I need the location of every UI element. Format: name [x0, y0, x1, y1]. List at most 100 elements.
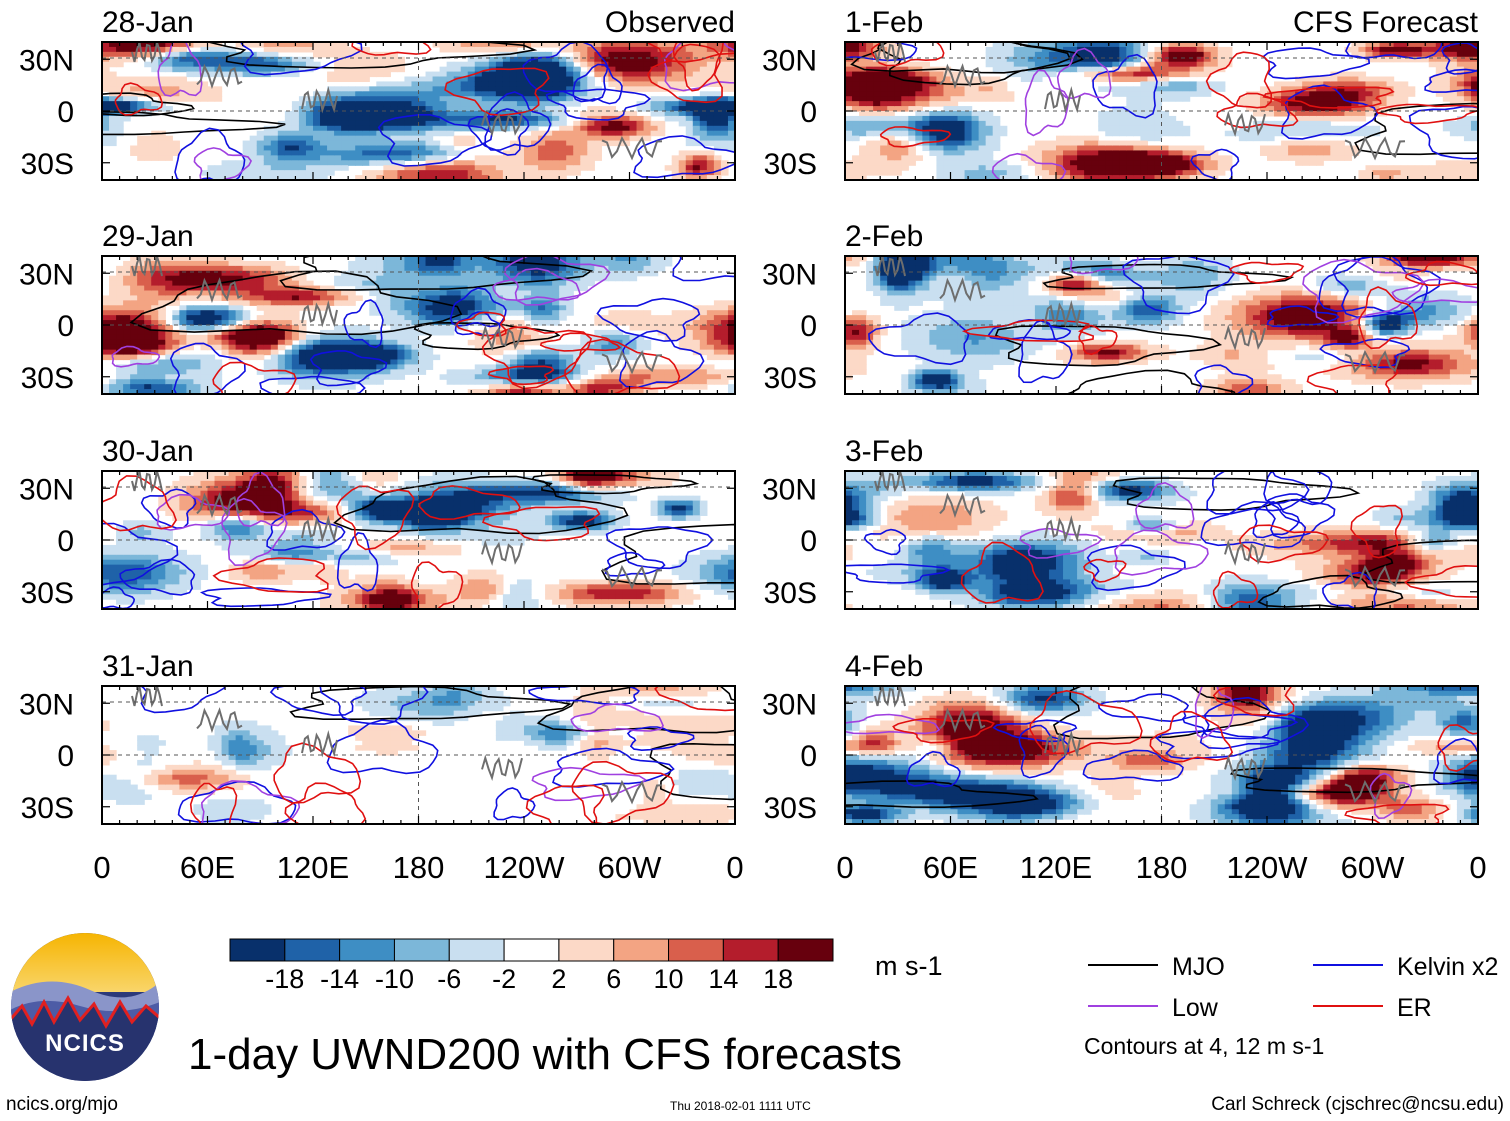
kelvin-contour	[1280, 84, 1379, 140]
kelvin-contour	[672, 256, 735, 282]
er-contour	[879, 126, 952, 148]
kelvin-contour	[336, 532, 379, 592]
wind-anomaly-field	[845, 686, 1478, 824]
coastline	[601, 135, 663, 161]
x-tick-label: 120W	[484, 850, 566, 885]
coastline	[131, 686, 163, 708]
kelvin-contour	[868, 312, 970, 366]
x-tick-label: 0	[726, 850, 743, 885]
kelvin-contour	[1263, 471, 1333, 506]
x-tick-label: 120E	[277, 850, 349, 885]
mjo-contour	[102, 92, 195, 117]
kelvin-contour	[863, 528, 907, 556]
y-tick-label: 0	[800, 96, 817, 129]
y-tick-label: 0	[800, 525, 817, 558]
er-contour	[335, 485, 415, 551]
low-contour	[1114, 529, 1209, 576]
colorbar-box	[393, 938, 450, 962]
coastline	[196, 492, 243, 519]
er-contour	[1358, 286, 1419, 350]
coastline	[1224, 110, 1266, 138]
er-contour	[571, 760, 675, 824]
kelvin-contour	[528, 686, 641, 706]
kelvin-contour	[449, 287, 507, 328]
y-tick-label: 30N	[762, 688, 817, 721]
y-tick-label: 0	[57, 740, 74, 773]
low-contour	[1135, 481, 1195, 530]
er-contour	[870, 42, 945, 67]
coastline	[1044, 86, 1081, 114]
kelvin-contour	[1018, 319, 1073, 384]
panel-30-Jan: 30N 0 30S 30-Jan	[19, 435, 736, 610]
wind-anomaly-field	[102, 256, 735, 394]
er-contour	[1262, 86, 1395, 109]
er-contour	[654, 686, 735, 712]
colorbar-box	[284, 938, 341, 962]
y-tick-label: 30S	[764, 792, 817, 825]
kelvin-contour	[1199, 696, 1310, 750]
er-contour	[410, 561, 464, 609]
kelvin-contour	[572, 63, 623, 105]
kelvin-contour	[1018, 724, 1070, 779]
x-tick-label: 0	[836, 850, 853, 885]
er-contour	[189, 782, 238, 824]
coastline	[1044, 730, 1081, 758]
y-tick-label: 30S	[764, 148, 817, 181]
x-tick-label: 60E	[180, 850, 235, 885]
colorbar-label: 14	[708, 964, 738, 994]
coastline	[1344, 349, 1406, 375]
site-url[interactable]: ncics.org/mjo	[6, 1094, 118, 1115]
mjo-contour	[536, 686, 735, 734]
coastline	[481, 754, 523, 782]
kelvin-contour	[269, 686, 368, 717]
mjo-contour	[994, 325, 1223, 367]
coastline	[939, 707, 986, 734]
legend-label: ER	[1397, 994, 1432, 1022]
kelvin-contour	[140, 488, 197, 530]
y-tick-label: 30N	[19, 473, 74, 506]
mjo-contour	[1257, 574, 1404, 609]
colorbar-label: -18	[265, 964, 304, 994]
panel-2-Feb: 30N 0 30S 2-Feb	[762, 220, 1479, 395]
er-contour	[1437, 724, 1478, 772]
y-tick-label: 30S	[21, 148, 74, 181]
low-contour	[1019, 527, 1103, 559]
kelvin-contour	[102, 522, 179, 586]
low-contour	[193, 147, 253, 180]
coastline	[196, 707, 243, 734]
kelvin-contour	[1332, 256, 1441, 319]
kelvin-contour	[987, 318, 1072, 341]
kelvin-contour	[259, 375, 366, 394]
x-tick-label: 60W	[598, 850, 662, 885]
kelvin-contour	[1155, 730, 1280, 760]
colorbar-box	[558, 938, 615, 962]
coastline	[601, 564, 663, 590]
coastline	[1224, 754, 1266, 782]
coastline	[601, 349, 663, 375]
panel-date: 1-Feb	[845, 6, 923, 39]
mjo-contour	[531, 473, 700, 495]
panel-date: 29-Jan	[102, 220, 194, 253]
low-contour	[200, 780, 301, 824]
kelvin-contour	[1424, 68, 1478, 93]
low-contour	[504, 256, 611, 306]
coastline	[196, 277, 243, 304]
colorbar-units: m s-1	[875, 951, 943, 981]
coastline	[1044, 300, 1081, 328]
low-contour	[531, 766, 647, 802]
er-contour	[1238, 524, 1330, 564]
colorbar-label: -2	[492, 964, 516, 994]
colorbar-box	[613, 938, 670, 962]
er-contour	[1212, 570, 1259, 609]
coastline	[601, 779, 663, 805]
coastline	[939, 63, 986, 90]
y-tick-label: 0	[57, 310, 74, 343]
kelvin-contour	[845, 42, 918, 62]
coastline	[196, 63, 243, 90]
x-tick-label: 180	[1136, 850, 1188, 885]
panel-date: 28-Jan	[102, 6, 194, 39]
colorbar-label: 18	[763, 964, 793, 994]
y-tick-label: 30N	[762, 473, 817, 506]
er-contour	[525, 784, 605, 824]
